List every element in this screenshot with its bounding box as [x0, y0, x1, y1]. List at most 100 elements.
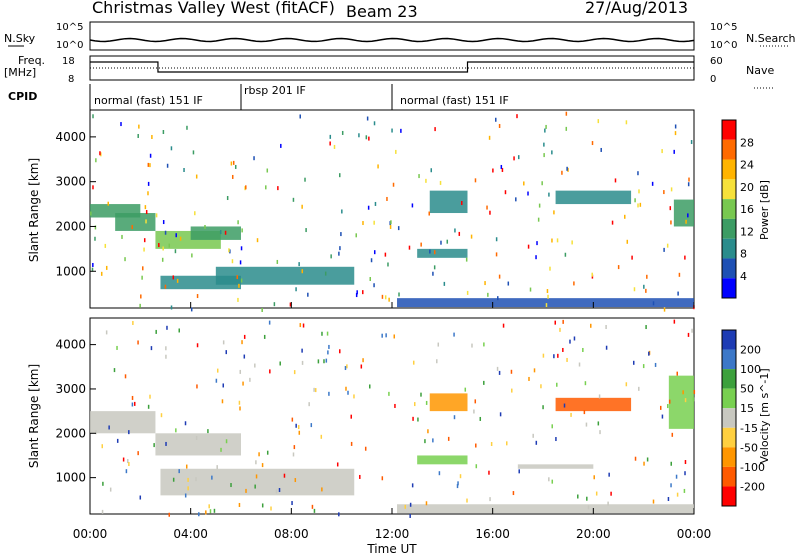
speckle-mark [196, 384, 198, 389]
speckle-mark [626, 239, 629, 244]
speckle-mark [105, 265, 108, 270]
speckle-mark [691, 328, 693, 333]
colorbar-tick-label: 20 [740, 181, 754, 194]
speckle-mark [338, 251, 340, 256]
speckle-mark [389, 224, 392, 229]
speckle-mark [301, 269, 304, 274]
speckle-mark [261, 503, 264, 508]
speckle-mark [434, 127, 436, 132]
speckle-mark [143, 247, 145, 252]
speckle-mark [353, 394, 355, 399]
speckle-mark [350, 441, 353, 446]
colorbar-frame [721, 119, 737, 299]
freq-trace [90, 61, 694, 73]
speckle-mark [677, 291, 679, 296]
speckle-mark [496, 366, 499, 371]
speckle-mark [567, 167, 569, 172]
speckle-mark [573, 336, 576, 341]
speckle-mark [94, 225, 97, 230]
speckle-mark [465, 257, 468, 262]
speckle-mark [278, 487, 281, 492]
speckle-mark [254, 363, 256, 368]
speckle-mark [438, 471, 441, 476]
speckle-mark [256, 238, 259, 243]
speckle-mark [341, 209, 343, 214]
speckle-mark [329, 141, 331, 146]
speckle-mark [245, 185, 247, 190]
speckle-mark [317, 359, 320, 364]
speckle-mark [553, 210, 555, 215]
speckle-mark [236, 275, 239, 280]
speckle-mark [328, 344, 330, 349]
speckle-mark [634, 198, 636, 203]
speckle-mark [561, 170, 563, 175]
speckle-mark [614, 178, 617, 183]
speckle-mark [168, 243, 171, 248]
speckle-mark [498, 274, 501, 279]
speckle-mark [430, 168, 433, 173]
speckle-mark [527, 244, 530, 249]
speckle-mark [687, 182, 690, 187]
speckle-mark [301, 360, 304, 365]
speckle-mark [238, 283, 240, 288]
speckle-mark [131, 395, 134, 400]
speckle-mark [504, 190, 507, 195]
speckle-mark [155, 213, 158, 218]
speckle-mark [333, 144, 336, 149]
y-tick-label: 3000 [55, 382, 86, 396]
speckle-mark [321, 487, 323, 492]
speckle-mark [273, 302, 276, 307]
speckle-mark [404, 504, 406, 509]
speckle-mark [392, 182, 395, 187]
speckle-mark [183, 167, 185, 172]
speckle-mark [175, 233, 177, 238]
scatter-band-2 [160, 468, 355, 496]
speckle-mark [358, 133, 360, 138]
colorbar-swatch [722, 466, 736, 487]
speckle-mark [254, 484, 256, 489]
speckle-mark [388, 297, 390, 302]
speckle-mark [554, 320, 556, 325]
speckle-mark [92, 114, 94, 119]
speckle-mark [92, 185, 94, 190]
speckle-mark [294, 478, 297, 483]
speckle-mark [314, 388, 317, 393]
speckle-mark [239, 260, 242, 265]
speckle-mark [663, 247, 665, 252]
speckle-mark [346, 364, 348, 369]
speckle-mark [131, 225, 133, 230]
speckle-mark [108, 425, 110, 430]
speckle-mark [548, 477, 550, 482]
speckle-mark [527, 191, 529, 196]
speckle-mark [195, 174, 198, 179]
speckle-mark [551, 424, 553, 429]
scatter-band-0 [90, 411, 156, 434]
speckle-mark [489, 497, 491, 502]
speckle-mark [471, 343, 473, 348]
speckle-mark [507, 281, 510, 286]
summary-marks [89, 37, 695, 110]
speckle-mark [295, 423, 297, 428]
speckle-mark [692, 397, 695, 402]
speckle-mark [179, 236, 182, 241]
speckle-mark [222, 383, 225, 388]
nsearch-label: N.Search [746, 32, 796, 45]
speckle-mark [486, 205, 488, 210]
speckle-mark [255, 460, 257, 465]
power-colorbar-label: Power [dB] [758, 180, 771, 240]
speckle-mark [409, 502, 412, 507]
speckle-mark [139, 495, 142, 500]
date-label: 27/Aug/2013 [585, 0, 688, 17]
y-tick-label: 4000 [55, 130, 86, 144]
speckle-mark [675, 474, 678, 479]
speckle-mark [428, 211, 430, 216]
x-axis-label: Time UT [366, 542, 417, 554]
speckle-mark [311, 504, 314, 509]
speckle-mark [501, 167, 504, 172]
speckle-mark [307, 292, 309, 297]
speckle-mark [678, 272, 681, 277]
speckle-mark [535, 440, 538, 445]
speckle-mark [195, 477, 197, 482]
speckle-mark [555, 437, 557, 442]
speckle-mark [510, 369, 513, 374]
